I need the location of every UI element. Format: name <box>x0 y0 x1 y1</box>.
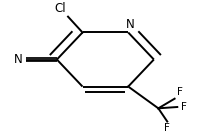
Text: N: N <box>14 53 22 66</box>
Text: Cl: Cl <box>54 2 66 15</box>
Text: F: F <box>164 124 170 133</box>
Text: N: N <box>126 18 135 31</box>
Text: F: F <box>177 87 183 97</box>
Text: F: F <box>181 102 186 112</box>
